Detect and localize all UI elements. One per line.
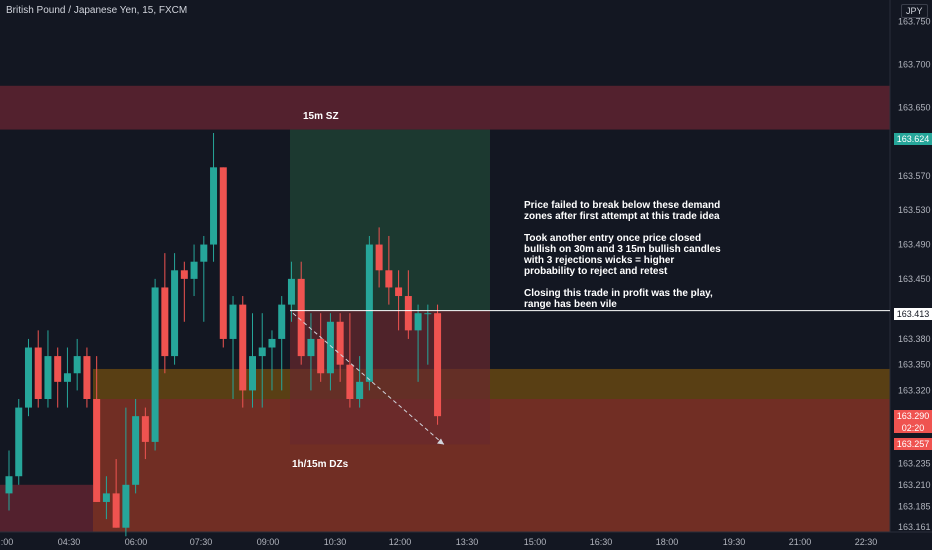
price-tick-label: 163.235 [898,458,931,468]
price-tick-label: 163.750 [898,16,931,26]
candles-layer [5,133,442,537]
price-axis: 163.750163.700163.650163.610163.570163.5… [898,16,931,531]
price-tick-label: 163.350 [898,360,931,370]
candle-body [385,270,393,288]
candle-body [34,347,42,399]
candle-body [346,364,354,399]
candle-body [434,313,442,417]
candle-body [93,399,101,502]
candle-body [190,261,198,279]
candle-body [44,356,52,399]
candle-body [210,167,218,245]
candle-body [249,356,256,391]
candle-body [24,347,32,408]
candle-body [180,270,188,279]
candle-body [219,167,227,339]
stop-price-tag: 163.257 [894,438,932,450]
symbol-title: British Pound / Japanese Yen, 15, FXCM [6,5,188,16]
price-tick-label: 163.450 [898,274,931,284]
supply-top-price-tag: 163.624 [894,133,932,145]
time-tick-label: 16:30 [590,537,613,547]
candle-body [63,373,71,382]
time-tick-label: 22:30 [855,537,878,547]
current-price-value: 163.290 [896,411,930,421]
candle-body [317,338,325,374]
candle-body [171,270,179,357]
candle-body [54,356,62,382]
current-price-tag: 163.290 02:20 [894,410,932,433]
grid-layer [0,0,932,533]
candle-body [365,244,373,382]
time-tick-label: 10:30 [324,537,347,547]
candle-body [404,296,412,331]
candle-body [151,287,159,442]
candle-body [161,287,169,357]
time-tick-label: 12:00 [389,537,412,547]
candle-body [200,244,208,262]
stop-loss-box [290,310,490,445]
candle-body [395,287,403,297]
price-tick-label: 163.210 [898,480,931,490]
time-tick-label: 07:30 [190,537,213,547]
candle-body [307,338,315,357]
supply-zone-label: 15m SZ [303,111,339,122]
price-tick-label: 163.530 [898,205,931,215]
candle-body [287,278,295,305]
projection-arrow-line [292,312,445,445]
price-tick-label: 163.650 [898,102,931,112]
demand-zone-15m [93,399,890,532]
candle-body [414,313,422,331]
candle-body [268,338,276,348]
candle-body [239,304,247,391]
currency-button[interactable]: JPY [901,4,928,18]
candle-body [102,493,110,502]
candle-body [112,493,120,528]
price-tick-label: 163.490 [898,240,931,250]
price-tick-label: 163.185 [898,501,931,511]
overlay-layer [290,310,890,445]
time-axis: :00 04:30 06:00 07:30 09:00 10:30 12:00 13:30 15… [1,537,878,547]
price-tick-label: 163.380 [898,334,931,344]
price-tick-label: 163.700 [898,59,931,69]
time-tick-label: 15:00 [524,537,547,547]
candle-body [15,407,23,477]
candle-body [5,476,13,494]
candle-body [229,304,237,339]
candle-body [297,278,305,357]
price-tick-label: 163.570 [898,171,931,181]
candle-body [122,484,130,528]
candle-body [258,347,266,357]
candle-body [375,244,383,271]
candle-body [326,321,334,374]
time-tick-label: 06:00 [125,537,148,547]
candle-body [336,321,344,365]
entry-price-tag: 163.413 [894,308,932,320]
candle-body [278,304,286,339]
demand-zone-label: 1h/15m DZs [292,459,349,470]
time-tick-label: 21:00 [789,537,812,547]
time-tick-label: 04:30 [58,537,81,547]
candle-body [141,416,149,442]
time-tick-label: 13:30 [456,537,479,547]
candle-body [73,356,81,374]
candle-body [356,381,364,399]
candle-body [83,356,91,399]
projection-arrowhead [437,438,444,445]
supply-zone [0,85,890,130]
time-tick-label: :00 [1,537,14,547]
time-tick-label: 18:00 [656,537,679,547]
candle-body [132,416,140,485]
time-tick-label: 19:30 [723,537,746,547]
time-tick-label: 09:00 [257,537,280,547]
countdown-value: 02:20 [901,423,925,433]
demand-zone-left [0,484,93,532]
trade-note: Price failed to break below these demand… [524,200,721,310]
candle-body [424,313,432,315]
price-tick-label: 163.161 [898,522,931,532]
price-tick-label: 163.320 [898,385,931,395]
